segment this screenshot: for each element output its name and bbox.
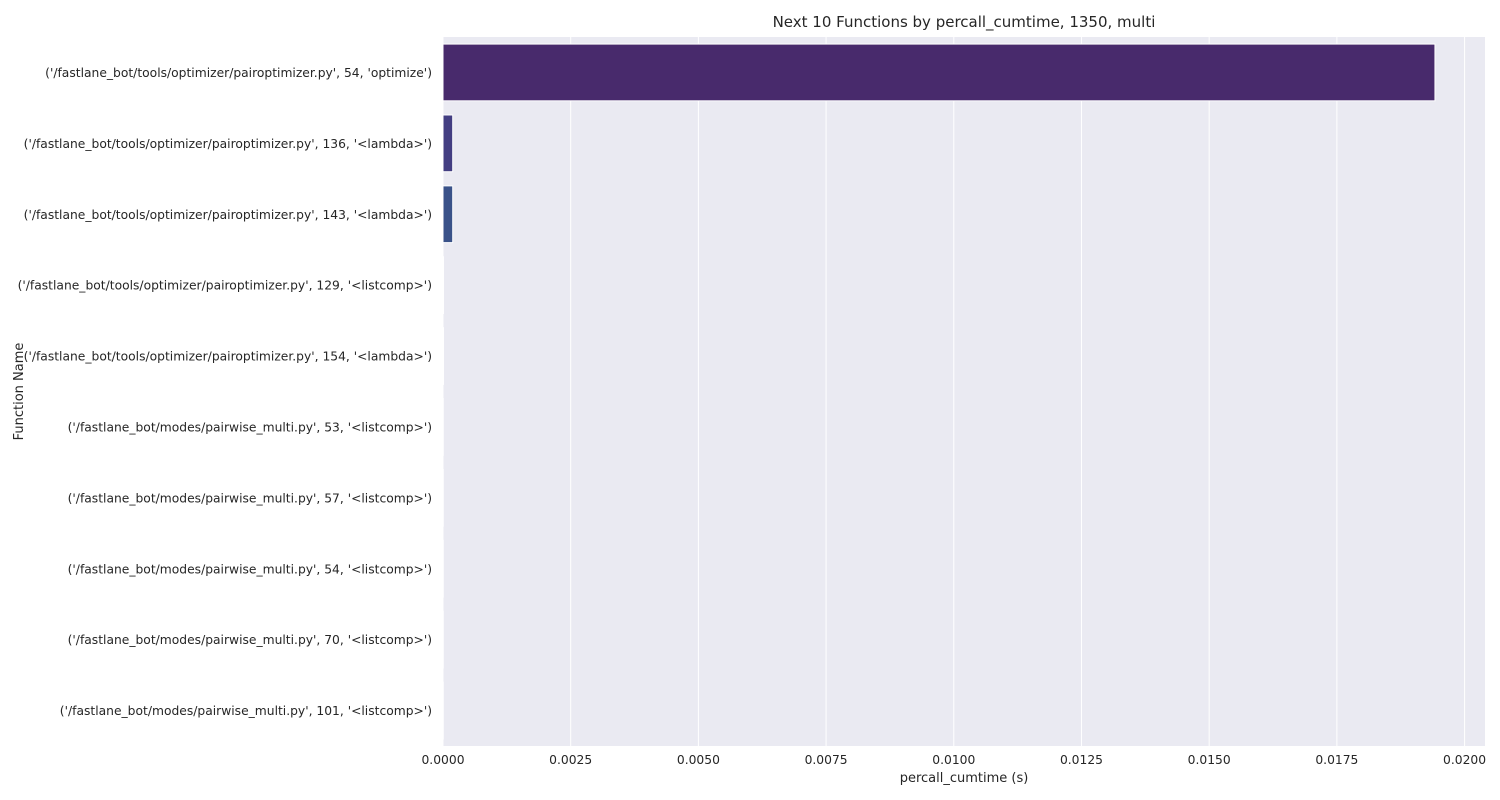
bar: [442, 185, 454, 244]
category-label: ('/fastlane_bot/modes/pairwise_multi.py'…: [60, 704, 432, 718]
x-tick-label: 0.0100: [932, 753, 975, 767]
category-label: ('/fastlane_bot/tools/optimizer/pairopti…: [45, 66, 432, 80]
category-label: ('/fastlane_bot/tools/optimizer/pairopti…: [24, 208, 432, 222]
category-label: ('/fastlane_bot/modes/pairwise_multi.py'…: [68, 633, 432, 647]
y-axis-label: Function Name: [12, 343, 27, 441]
x-tick-label: 0.0075: [805, 753, 848, 767]
category-label: ('/fastlane_bot/modes/pairwise_multi.py'…: [68, 562, 432, 576]
x-tick-labels: 0.0000 0.0025 0.0050 0.0075 0.0100 0.0125 0.01…: [421, 753, 1486, 767]
bar: [442, 43, 1436, 102]
bar: [442, 256, 445, 315]
x-tick-label: 0.0200: [1443, 753, 1486, 767]
category-label: ('/fastlane_bot/modes/pairwise_multi.py'…: [68, 420, 432, 434]
x-tick-label: 0.0000: [421, 753, 464, 767]
bars: [442, 43, 1436, 740]
category-label: ('/fastlane_bot/modes/pairwise_multi.py'…: [68, 491, 432, 505]
category-label: ('/fastlane_bot/tools/optimizer/pairopti…: [18, 279, 432, 293]
grid-lines: [442, 37, 1466, 746]
category-label: ('/fastlane_bot/tools/optimizer/pairopti…: [24, 137, 432, 151]
x-tick-label: 0.0125: [1060, 753, 1103, 767]
bar: [442, 114, 454, 173]
x-tick-label: 0.0150: [1188, 753, 1231, 767]
x-axis-label: percall_cumtime (s): [900, 771, 1029, 786]
plot-area: [443, 37, 1485, 746]
category-label: ('/fastlane_bot/tools/optimizer/pairopti…: [24, 350, 432, 364]
x-tick-label: 0.0050: [677, 753, 720, 767]
x-tick-label: 0.0175: [1315, 753, 1358, 767]
bar: [442, 327, 445, 385]
chart-title: Next 10 Functions by percall_cumtime, 13…: [773, 13, 1156, 32]
x-tick-label: 0.0025: [549, 753, 592, 767]
category-labels: ('/fastlane_bot/tools/optimizer/pairopti…: [18, 66, 432, 718]
